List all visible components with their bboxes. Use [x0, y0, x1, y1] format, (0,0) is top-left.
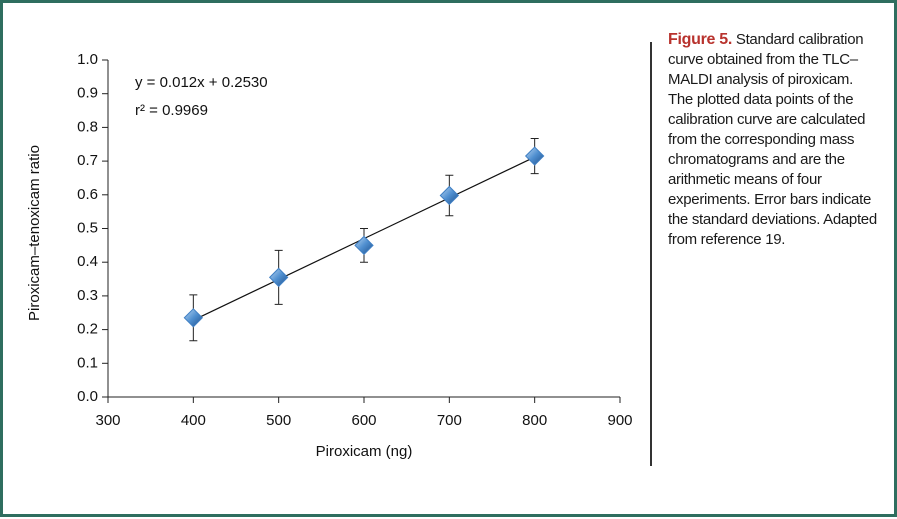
- data-point: [524, 146, 545, 166]
- y-tick-label: 0.2: [77, 321, 98, 338]
- y-tick-label: 0.1: [77, 354, 98, 371]
- data-point: [183, 308, 204, 328]
- x-tick-label: 300: [95, 412, 120, 429]
- caption-text: Standard calibration curve obtained from…: [668, 31, 877, 248]
- x-tick-label: 900: [607, 412, 632, 429]
- x-tick-label: 600: [351, 412, 376, 429]
- caption-label: Figure 5.: [668, 31, 732, 48]
- equation: y = 0.012x + 0.2530: [135, 74, 268, 91]
- y-tick-label: 0.4: [77, 253, 98, 270]
- y-tick-label: 0.6: [77, 186, 98, 203]
- divider: [650, 42, 652, 466]
- y-tick-label: 0.0: [77, 388, 98, 405]
- x-tick-label: 500: [266, 412, 291, 429]
- y-tick-label: 1.0: [77, 51, 98, 68]
- chart: Piroxicam (ng) Piroxicam–tenoxicam ratio…: [26, 51, 633, 460]
- y-axis-label: Piroxicam–tenoxicam ratio: [26, 145, 43, 321]
- data-point: [268, 267, 289, 288]
- caption: Figure 5. Standard calibration curve obt…: [668, 30, 878, 250]
- y-tick-label: 0.9: [77, 85, 98, 102]
- r-squared: r² = 0.9969: [135, 102, 208, 119]
- x-axis-label: Piroxicam (ng): [316, 443, 413, 460]
- data-point: [354, 235, 374, 256]
- y-tick-label: 0.5: [77, 219, 98, 236]
- y-tick-label: 0.7: [77, 152, 98, 169]
- x-tick-label: 700: [437, 412, 462, 429]
- y-tick-label: 0.3: [77, 287, 98, 304]
- x-tick-label: 800: [522, 412, 547, 429]
- x-tick-label: 400: [181, 412, 206, 429]
- y-tick-label: 0.8: [77, 118, 98, 135]
- data-point: [439, 185, 460, 206]
